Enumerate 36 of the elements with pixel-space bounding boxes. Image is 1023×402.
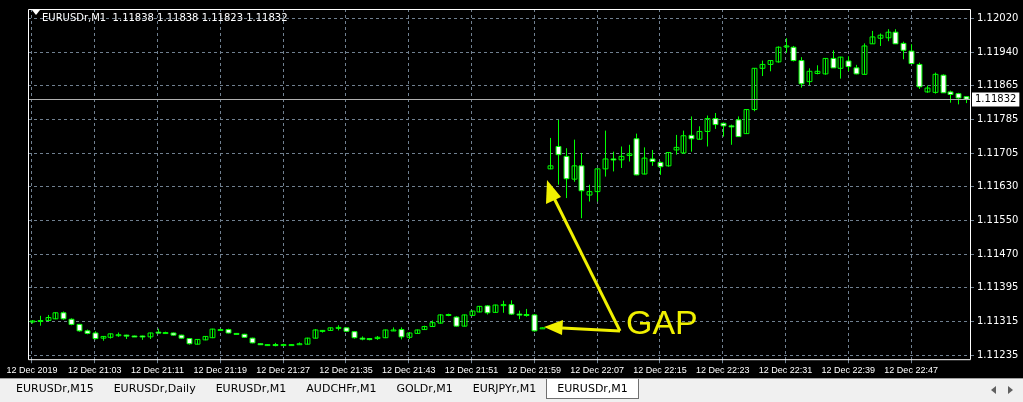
x-tick-label: 12 Dec 21:11: [131, 365, 184, 376]
text: AUDCHFr,M1: [305, 381, 378, 397]
x-tick-label: 12 Dec 21:43: [381, 365, 436, 376]
y-tick-label: 1.11470: [977, 248, 1019, 260]
y-tick-label: 1.11940: [977, 46, 1019, 58]
x-tick-label: 12 Dec 22:31: [758, 365, 813, 376]
text: EURUSDr,Daily: [112, 381, 197, 397]
ref-line-label: 1.11832: [975, 93, 1017, 105]
x-tick-label: 12 Dec 21:35: [319, 365, 373, 376]
x-tick-label: 12 Dec 21:19: [193, 365, 248, 376]
x-tick-label: 12 Dec 21:51: [444, 365, 499, 376]
y-tick-label: 1.11785: [977, 113, 1019, 125]
text: EURUSDr,M1: [214, 381, 288, 397]
x-tick-label: 12 Dec 22:39: [821, 365, 876, 376]
y-tick-label: 1.11235: [977, 349, 1019, 361]
y-tick-label: 1.12020: [977, 12, 1019, 24]
y-tick-label: 1.11630: [977, 179, 1019, 191]
x-tick-label: 12 Dec 22:07: [570, 365, 624, 376]
x-tick-label: 12 Dec 21:03: [67, 365, 122, 376]
y-tick-label: 1.11395: [977, 280, 1019, 292]
x-tick-label: 12 Dec 2019: [6, 365, 58, 376]
x-tick-label: 12 Dec 22:23: [695, 365, 750, 376]
y-tick-label: 1.11550: [977, 214, 1019, 225]
y-tick-label: 1.11865: [977, 78, 1019, 90]
chart-title: EURUSDr,M1 1.11838 1.11838 1.11823 1.11832: [42, 11, 288, 23]
text: EURUSDr,M15: [15, 381, 95, 397]
text: EURJPYr,M1: [471, 381, 538, 397]
x-tick-label: 12 Dec 22:15: [633, 365, 687, 376]
text: GOLDr,M1: [395, 381, 454, 397]
x-tick-label: 12 Dec 21:59: [507, 365, 562, 376]
y-tick-label: 1.11705: [977, 147, 1019, 159]
x-tick-label: 12 Dec 22:47: [884, 365, 938, 376]
x-tick-label: 12 Dec 21:27: [256, 365, 310, 376]
y-tick-label: 1.11315: [977, 314, 1019, 326]
annotation: GAP: [626, 302, 698, 342]
candlestick: [547, 137, 554, 170]
